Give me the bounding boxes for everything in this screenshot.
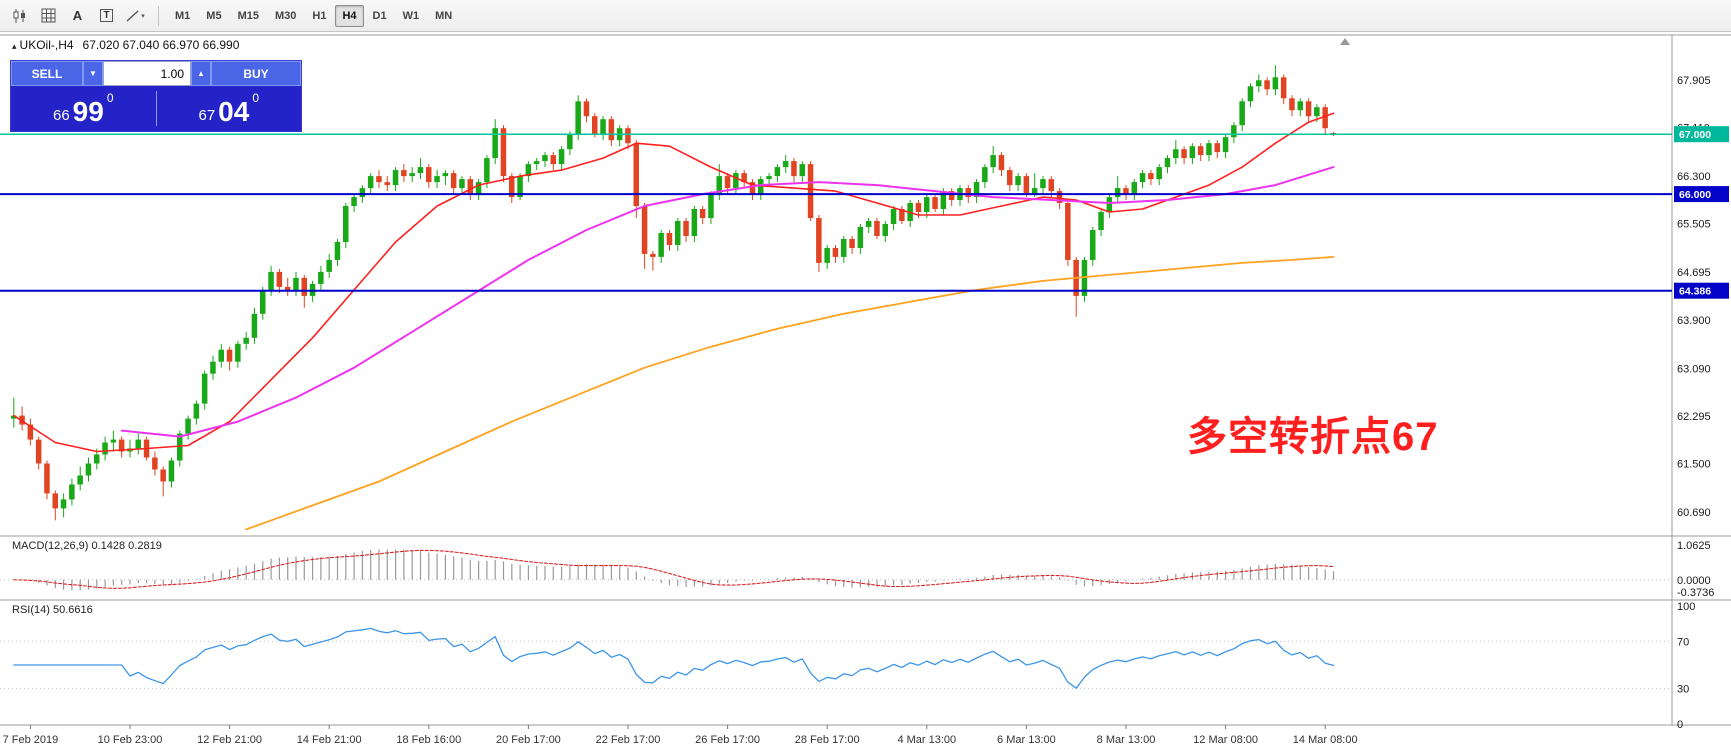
timeframe-button-mn[interactable]: MN xyxy=(428,5,459,27)
svg-text:61.500: 61.500 xyxy=(1677,459,1711,471)
sell-price-big: 99 xyxy=(72,96,104,127)
trade-panel-price-row: 66 99 0 67 04 0 xyxy=(11,86,301,131)
trade-panel-top-row: SELL ▼ ▲ BUY xyxy=(11,61,301,86)
svg-text:7 Feb 2019: 7 Feb 2019 xyxy=(3,734,59,746)
text-tool-button[interactable]: A xyxy=(64,4,91,28)
toolbar: A T ▾ M1 M5 M15 M30 H1 H4 D1 W1 MN xyxy=(0,0,1731,32)
svg-text:63.090: 63.090 xyxy=(1677,363,1711,375)
chart-title: ▴ UKOil-,H4 67.020 67.040 66.970 66.990 xyxy=(12,38,239,52)
sell-price-button[interactable]: 66 99 0 xyxy=(11,86,156,131)
chart-shift-marker-icon xyxy=(1340,38,1350,45)
moving-average-lines xyxy=(13,112,1335,531)
trade-panel-divider xyxy=(155,91,157,126)
volume-increase-button[interactable]: ▲ xyxy=(191,61,211,86)
svg-text:1.0625: 1.0625 xyxy=(1677,540,1711,552)
buy-price-big: 04 xyxy=(218,96,250,127)
buy-button[interactable]: BUY xyxy=(211,61,301,86)
horizontal-level-lines[interactable] xyxy=(0,133,1672,292)
candlesticks[interactable] xyxy=(11,65,1337,521)
candlestick-chart-icon xyxy=(13,8,25,23)
macd-histogram xyxy=(21,549,1335,591)
rsi-indicator-label: RSI(14) 50.6616 xyxy=(12,604,93,616)
svg-text:62.295: 62.295 xyxy=(1677,411,1711,423)
buy-price-prefix: 67 xyxy=(198,107,216,124)
sell-price-prefix: 66 xyxy=(52,107,70,124)
svg-text:20 Feb 17:00: 20 Feb 17:00 xyxy=(496,734,561,746)
macd-indicator-label: MACD(12,26,9) 0.1428 0.2819 xyxy=(12,540,162,552)
volume-dropdown-button[interactable]: ▼ xyxy=(83,61,103,86)
chart-canvas[interactable]: 67.90567.11066.30065.50564.69563.90063.0… xyxy=(0,32,1731,753)
timeframe-toolbar: M1 M5 M15 M30 H1 H4 D1 W1 MN xyxy=(168,4,459,27)
timeframe-button-m1[interactable]: M1 xyxy=(168,5,197,27)
timeframe-button-m15[interactable]: M15 xyxy=(231,5,266,27)
price-axis[interactable]: 67.90567.11066.30065.50564.69563.90063.0… xyxy=(1674,75,1729,519)
toolbar-separator xyxy=(158,5,159,26)
sell-price-sup: 0 xyxy=(106,91,114,105)
text-label-button[interactable]: T xyxy=(93,4,120,28)
timeframe-button-h1[interactable]: H1 xyxy=(305,5,333,27)
sell-button[interactable]: SELL xyxy=(11,61,83,86)
symbol-marker-icon: ▴ xyxy=(12,41,17,51)
svg-text:66.300: 66.300 xyxy=(1677,171,1711,183)
volume-input[interactable] xyxy=(103,61,191,86)
timeframe-button-m5[interactable]: M5 xyxy=(199,5,228,27)
svg-text:4 Mar 13:00: 4 Mar 13:00 xyxy=(897,734,956,746)
timeframe-button-w1[interactable]: W1 xyxy=(396,5,427,27)
svg-text:67.000: 67.000 xyxy=(1679,129,1711,141)
time-axis[interactable]: 7 Feb 2019 10 Feb 23:00 12 Feb 21:00 14 Feb… xyxy=(3,725,1358,746)
rsi-line xyxy=(13,627,1335,689)
svg-text:0: 0 xyxy=(1677,719,1683,731)
timeframe-button-h4[interactable]: H4 xyxy=(335,4,364,27)
candlestick-chart-button[interactable] xyxy=(6,4,33,28)
svg-text:100: 100 xyxy=(1677,601,1695,613)
svg-text:65.505: 65.505 xyxy=(1677,219,1711,231)
symbol-timeframe-label: UKOil-,H4 xyxy=(19,38,74,52)
svg-text:67.905: 67.905 xyxy=(1677,75,1711,87)
svg-text:30: 30 xyxy=(1677,684,1689,696)
text-label-icon: T xyxy=(100,9,113,22)
ohlc-values: 67.020 67.040 66.970 66.990 xyxy=(82,38,240,52)
chevron-down-icon: ▼ xyxy=(89,69,97,78)
svg-text:6 Mar 13:00: 6 Mar 13:00 xyxy=(997,734,1056,746)
buy-price-button[interactable]: 67 04 0 xyxy=(157,86,302,131)
macd-signal-line xyxy=(13,549,1335,589)
buy-price-sup: 0 xyxy=(252,91,260,105)
chevron-down-icon: ▾ xyxy=(141,12,145,20)
grid-icon xyxy=(41,8,56,23)
macd-axis[interactable]: 1.0625 0.0000-0.3736 xyxy=(1677,540,1714,599)
svg-text:0.0000: 0.0000 xyxy=(1677,575,1711,587)
svg-text:64.386: 64.386 xyxy=(1679,286,1711,298)
svg-text:70: 70 xyxy=(1677,636,1689,648)
svg-text:14 Feb 21:00: 14 Feb 21:00 xyxy=(297,734,362,746)
rsi-axis[interactable]: 100 70 30 0 xyxy=(1677,601,1695,731)
svg-text:12 Feb 21:00: 12 Feb 21:00 xyxy=(197,734,262,746)
svg-text:-0.3736: -0.3736 xyxy=(1677,587,1714,599)
line-studies-icon xyxy=(126,9,139,22)
grid-button[interactable] xyxy=(35,4,62,28)
timeframe-button-d1[interactable]: D1 xyxy=(366,5,394,27)
svg-text:12 Mar 08:00: 12 Mar 08:00 xyxy=(1193,734,1258,746)
chart-annotation-text[interactable]: 多空转折点67 xyxy=(1187,415,1439,459)
svg-text:63.900: 63.900 xyxy=(1677,315,1711,327)
line-studies-button[interactable]: ▾ xyxy=(122,4,149,28)
svg-text:18 Feb 16:00: 18 Feb 16:00 xyxy=(396,734,461,746)
text-tool-icon: A xyxy=(72,8,83,23)
svg-text:60.690: 60.690 xyxy=(1677,507,1711,519)
svg-text:66.000: 66.000 xyxy=(1679,189,1711,201)
svg-text:10 Feb 23:00: 10 Feb 23:00 xyxy=(98,734,163,746)
svg-text:8 Mar 13:00: 8 Mar 13:00 xyxy=(1097,734,1156,746)
timeframe-button-m30[interactable]: M30 xyxy=(268,5,303,27)
svg-text:22 Feb 17:00: 22 Feb 17:00 xyxy=(596,734,661,746)
svg-text:26 Feb 17:00: 26 Feb 17:00 xyxy=(695,734,760,746)
chevron-up-icon: ▲ xyxy=(197,69,205,78)
svg-text:28 Feb 17:00: 28 Feb 17:00 xyxy=(795,734,860,746)
svg-text:64.695: 64.695 xyxy=(1677,267,1711,279)
svg-text:14 Mar 08:00: 14 Mar 08:00 xyxy=(1293,734,1358,746)
